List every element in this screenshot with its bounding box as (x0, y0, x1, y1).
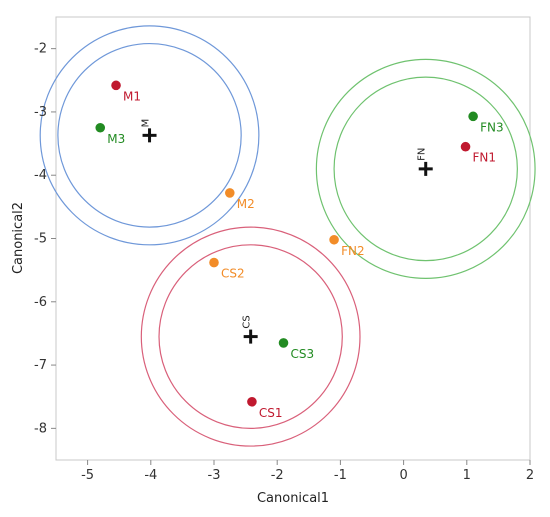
point-fn2 (328, 234, 340, 246)
points-layer: M1 M3 M2 FN3 FN1 FN2 CS2 CS3 CS1 (94, 79, 504, 420)
point-label-fn1: FN1 (473, 151, 497, 165)
group-m-outer-circle (39, 25, 260, 246)
point-label-cs2: CS2 (221, 267, 245, 281)
point-label-m2: M2 (237, 197, 255, 211)
x-tick-label: -5 (81, 468, 94, 483)
point-fn1 (459, 141, 472, 153)
group-m-inner-circle (57, 42, 242, 228)
point-label-cs1: CS1 (259, 406, 283, 420)
x-tick-label: -2 (271, 468, 284, 483)
point-cs3 (277, 337, 290, 349)
y-tick-label: -5 (34, 232, 47, 247)
group-circles-layer (39, 25, 536, 447)
centroids-layer: M FN CS (141, 119, 433, 344)
centroid-label-fn: FN (417, 148, 428, 161)
y-tick-label: -4 (34, 168, 47, 183)
group-fn-outer-circle (315, 58, 536, 279)
point-fn3 (467, 110, 479, 122)
x-tick-label: -4 (144, 468, 157, 483)
point-m2 (224, 187, 236, 199)
y-axis: -2 -3 -4 -5 -6 -7 -8 (34, 42, 56, 436)
y-tick-label: -2 (34, 42, 47, 57)
y-tick-label: -6 (34, 295, 47, 310)
group-cs-outer-circle (140, 226, 361, 447)
point-label-m3: M3 (107, 132, 125, 146)
point-cs1 (246, 396, 258, 408)
group-cs-inner-circle (158, 244, 343, 429)
centroid-label-m: M (141, 119, 152, 128)
x-tick-label: 2 (526, 468, 534, 483)
x-tick-label: 1 (463, 468, 471, 483)
y-axis-title: Canonical2 (11, 202, 26, 274)
y-tick-label: -3 (34, 105, 47, 120)
y-tick-label: -7 (34, 358, 47, 373)
x-axis: -5 -4 -3 -2 -1 0 1 2 (81, 460, 534, 483)
x-axis-title: Canonical1 (257, 491, 329, 506)
point-label-fn2: FN2 (341, 244, 365, 258)
point-m3 (94, 122, 106, 134)
point-label-fn3: FN3 (480, 120, 504, 134)
point-label-cs3: CS3 (291, 347, 315, 361)
point-m1 (110, 79, 122, 91)
x-tick-label: 0 (399, 468, 407, 483)
plot-frame (55, 16, 531, 461)
x-tick-label: -3 (208, 468, 221, 483)
point-cs2 (208, 256, 220, 269)
x-tick-label: -1 (334, 468, 347, 483)
y-tick-label: -8 (34, 421, 47, 436)
group-fn-inner-circle (333, 76, 518, 262)
point-label-m1: M1 (123, 89, 141, 103)
centroid-label-cs: CS (242, 315, 253, 328)
